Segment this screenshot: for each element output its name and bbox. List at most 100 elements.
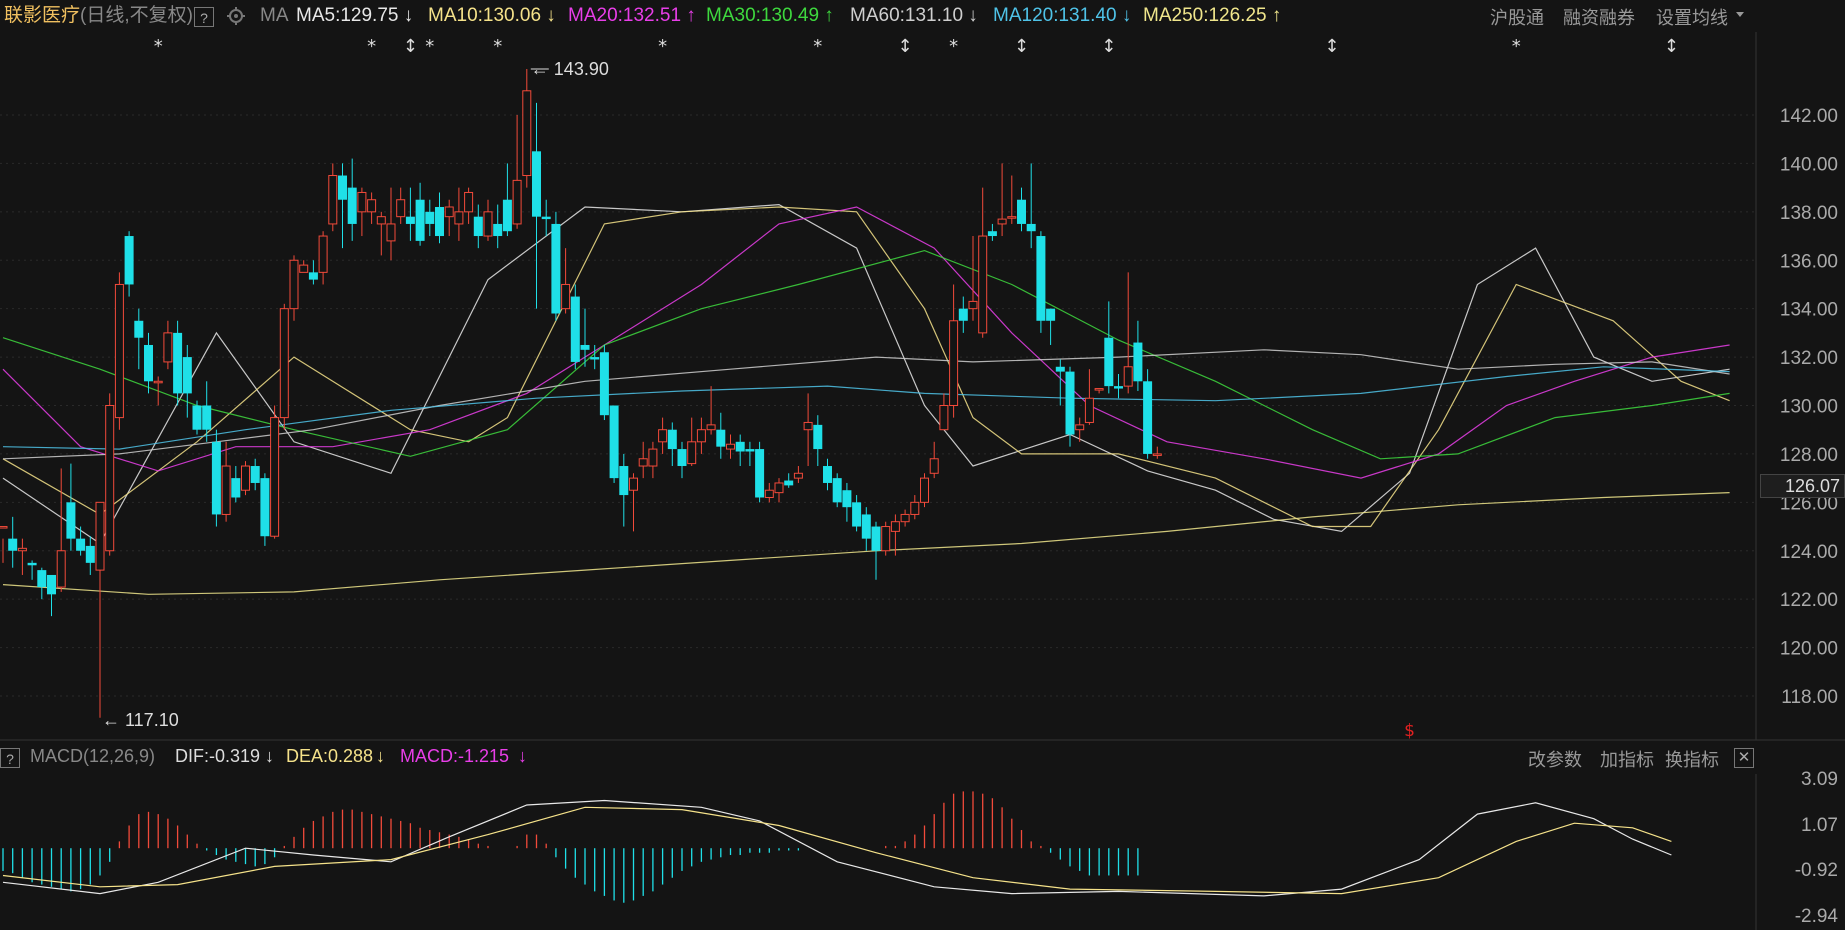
macd-title[interactable]: MACD(12,26,9) [30,746,156,766]
y-tick-label: 142.00 [1780,106,1838,127]
candle-body-up [483,211,493,237]
ma-legend-ma250: MA250:126.25 ↑ [1143,5,1282,26]
macd-tick-label: -2.94 [1795,906,1839,927]
candle-body-down [192,405,202,430]
y-tick-label: 120.00 [1780,639,1838,660]
candle-body-up [881,526,891,552]
high-annotation: ← 143.90 [531,59,609,79]
macd-help-button[interactable]: ? [0,748,20,768]
candle-body-down [599,352,609,416]
indicator-label[interactable]: MA [260,5,289,26]
candle-body-down [1104,337,1114,387]
ma-legend-ma120: MA120:131.40 ↓ [993,5,1132,26]
candle-body-down [871,526,881,551]
candle-body-down [619,466,629,496]
candle-body-up [939,405,949,431]
y-tick-label: 126.00 [1780,493,1838,514]
event-marker: * [1512,36,1521,57]
macd-dea: DEA:0.288 [286,746,374,766]
candle-body-up [0,526,8,529]
stock-name[interactable]: 联影医疗 [4,5,81,26]
macd-value: MACD:-1.215 [400,746,510,766]
candle-body-down [677,449,687,467]
candle-body-up [522,90,532,177]
candle-body-down [338,175,347,200]
event-marker: * [493,36,502,57]
candle-body-down [1026,223,1036,232]
macd-tick-label: 3.09 [1801,769,1838,790]
close-icon[interactable]: ✕ [1734,748,1754,768]
candle-body-down [502,199,512,232]
candle-body-up [105,405,115,552]
candle-body-down [609,405,619,479]
candle-body-down [85,545,95,563]
period-label: (日线,不复权) [80,5,193,26]
macd-dif-arrow: ↓ [265,746,274,766]
candle-body-up [299,264,309,273]
macd-tick-label: 1.07 [1801,815,1838,836]
candle-body-up [997,218,1007,225]
candle-body-down [415,199,425,241]
candle-body-up [696,429,706,443]
hk-connect-link[interactable]: 沪股通 [1490,8,1544,28]
candle-body-up [163,332,173,363]
candle-body-down [735,441,745,452]
candle-body-down [47,574,56,595]
ma-line-ma60 [2,349,1730,460]
candle-body-down [144,344,153,382]
candle-body-down [1046,308,1056,321]
candle-body-down [1143,381,1153,454]
macd-dif-line [2,799,1672,897]
candle-body-up [1152,453,1162,456]
candle-body-down [667,429,677,450]
y-tick-label: 140.00 [1780,154,1838,175]
candle-body-down [1017,199,1026,224]
candle-body-up [726,443,735,450]
event-marker: * [367,36,376,57]
add-indicator-link[interactable]: 加指标 [1600,750,1654,770]
switch-indicator-link[interactable]: 换指标 [1665,750,1719,770]
candle-body-up [687,441,697,465]
candle-body-down [1065,371,1075,435]
candle-body-up [658,429,668,443]
change-params-link[interactable]: 改参数 [1528,750,1582,770]
candle-body-down [716,429,726,447]
candle-body-down [1114,386,1123,389]
candle-body-down [173,332,183,394]
low-annotation: ← 117.10 [102,710,179,730]
candle-body-down [202,405,212,430]
candle-body-down [852,502,862,527]
y-tick-label: 128.00 [1780,445,1838,466]
candle-body-down [308,272,318,280]
set-ma-link[interactable]: 设置均线 [1656,8,1728,28]
macd-dea-arrow: ↓ [376,746,385,766]
help-button[interactable]: ? [194,7,214,27]
candle-body-down [124,236,134,285]
y-tick-label: 132.00 [1780,348,1838,369]
macd-tick-label: -0.92 [1795,860,1838,881]
candle-body-up [968,300,978,310]
candle-body-up [1094,388,1104,391]
candle-body-down [958,308,968,321]
y-tick-label: 122.00 [1780,590,1838,611]
candle-body-down [813,424,823,450]
candle-body-up [396,199,406,218]
margin-trading-link[interactable]: 融资融券 [1563,8,1635,28]
candle-body-down [250,466,260,483]
candle-body-up [270,417,280,537]
ma-line-ma5 [2,203,1730,545]
candle-body-down [987,231,997,237]
event-marker: ↕ [1664,36,1679,57]
event-marker: * [425,36,434,57]
candle-body-up [900,513,910,523]
ma-line-ma20 [2,206,1730,479]
caret-down-icon[interactable] [1736,12,1744,18]
macd-dea-line [2,806,1672,895]
candle-body-up [328,175,338,225]
candle-body-down [541,216,551,220]
gear-icon[interactable] [226,6,246,26]
candle-body-down [8,538,18,551]
candle-body-up [929,458,939,474]
ma-legend-ma10: MA10:130.06 ↓ [428,5,556,26]
candle-body-down [1133,342,1143,382]
